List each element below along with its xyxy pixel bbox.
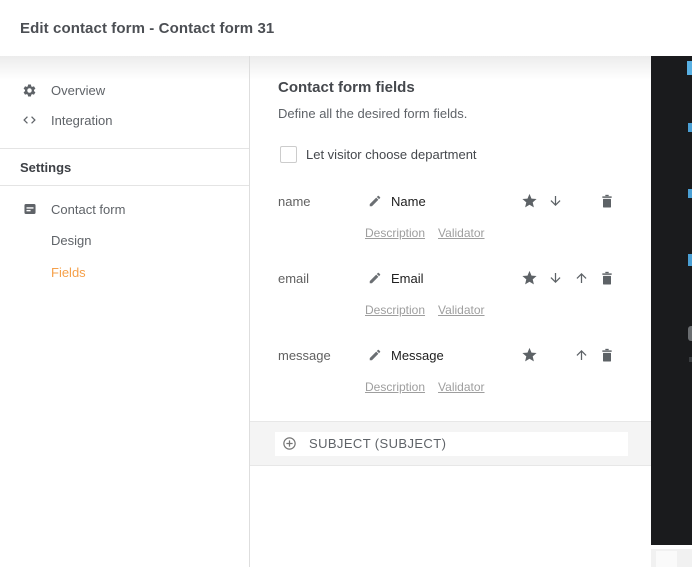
field-actions [516, 193, 620, 210]
delete-icon[interactable] [599, 270, 615, 286]
validator-link[interactable]: Validator [438, 226, 485, 240]
field-key: name [278, 193, 311, 209]
sidebar-item-label: Fields [51, 264, 86, 280]
page-title: Contact form fields [278, 79, 415, 96]
add-subject-field-button[interactable]: SUBJECT (SUBJECT) [275, 431, 628, 456]
field-row-name: name Name [250, 191, 651, 211]
field-actions [516, 347, 620, 364]
edit-pencil-icon[interactable] [368, 194, 382, 208]
backdrop-fragment [687, 61, 692, 75]
sidebar-item-design[interactable]: Design [0, 224, 249, 256]
delete-icon[interactable] [599, 347, 615, 363]
edit-pencil-icon[interactable] [368, 271, 382, 285]
add-field-band: SUBJECT (SUBJECT) [250, 421, 651, 466]
backdrop-bottom-gray [651, 549, 692, 567]
field-row-message: message Message [250, 345, 651, 365]
description-link[interactable]: Description [365, 303, 426, 317]
move-up-icon[interactable] [574, 271, 589, 286]
backdrop-dark-page [651, 56, 692, 545]
move-up-icon[interactable] [574, 348, 589, 363]
description-link[interactable]: Description [365, 226, 426, 240]
move-down-icon[interactable] [548, 194, 563, 209]
sidebar-item-label: Contact form [51, 201, 126, 217]
sidebar-item-label: Integration [51, 112, 113, 128]
sidebar-section-settings: Settings [20, 159, 72, 175]
backdrop [651, 56, 692, 567]
description-link[interactable]: Description [365, 380, 426, 394]
sidebar-item-integration[interactable]: Integration [0, 105, 249, 135]
field-title: Email [391, 270, 424, 286]
sidebar-divider [0, 185, 249, 186]
code-icon [22, 113, 37, 128]
field-key: message [278, 347, 331, 363]
sidebar-item-contact-form[interactable]: Contact form [0, 194, 249, 224]
sidebar-item-fields[interactable]: Fields [0, 256, 249, 288]
sidebar-divider [0, 148, 249, 149]
field-row-email: email Email [250, 268, 651, 288]
backdrop-fragment [688, 254, 692, 266]
field-actions [516, 270, 620, 287]
field-links: Description Validator [365, 303, 485, 317]
favorite-star-icon[interactable] [521, 270, 538, 287]
field-title: Message [391, 347, 444, 363]
department-checkbox-label: Let visitor choose department [306, 146, 477, 162]
plus-circle-icon [282, 436, 297, 451]
backdrop-fragment [688, 326, 692, 341]
gear-icon [22, 83, 37, 98]
favorite-star-icon[interactable] [521, 193, 538, 210]
sidebar-item-label: Overview [51, 82, 106, 98]
backdrop-bottom-light [656, 551, 677, 567]
sidebar-item-overview[interactable]: Overview [0, 75, 249, 105]
edit-pencil-icon[interactable] [368, 348, 382, 362]
backdrop-fragment [689, 357, 692, 362]
department-checkbox-row[interactable]: Let visitor choose department [280, 145, 477, 163]
field-title: Name [391, 193, 426, 209]
department-checkbox[interactable] [280, 145, 297, 163]
main-panel: Contact form fields Define all the desir… [250, 56, 651, 567]
validator-link[interactable]: Validator [438, 380, 485, 394]
dialog-title: Edit contact form - Contact form 31 [20, 19, 275, 37]
title-bar: Edit contact form - Contact form 31 [0, 0, 692, 56]
sidebar-item-label: Design [51, 232, 92, 248]
move-down-icon[interactable] [548, 271, 563, 286]
backdrop-fragment [688, 123, 692, 132]
delete-icon[interactable] [599, 193, 615, 209]
favorite-star-icon[interactable] [521, 347, 538, 364]
add-subject-field-label: SUBJECT (SUBJECT) [309, 436, 447, 451]
backdrop-bottom [651, 545, 692, 567]
page-subtitle: Define all the desired form fields. [278, 106, 468, 121]
contact-form-icon [22, 202, 37, 217]
backdrop-fragment [688, 189, 692, 198]
field-links: Description Validator [365, 226, 485, 240]
validator-link[interactable]: Validator [438, 303, 485, 317]
field-key: email [278, 270, 310, 286]
field-links: Description Validator [365, 380, 485, 394]
sidebar: Overview Integration Settings Contact fo… [0, 56, 250, 567]
